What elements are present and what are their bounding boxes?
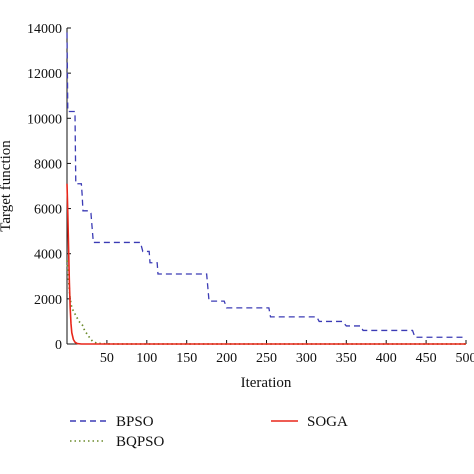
legend-label-bqpso: BQPSO <box>116 434 165 450</box>
y-tick-label: 6000 <box>34 203 62 218</box>
legend-item-soga: SOGA <box>271 414 348 430</box>
series-line-soga <box>66 183 466 345</box>
legend-item-bpso: BPSO <box>70 414 154 430</box>
legend: BPSO BQPSO SOGA <box>70 414 348 450</box>
y-tick-label: 4000 <box>34 248 62 263</box>
y-tick-label: 2000 <box>34 293 62 308</box>
x-tick-label: 350 <box>336 351 357 366</box>
x-tick-label: 50 <box>100 351 114 366</box>
plot-area: 0 2000 4000 6000 8000 10000 12000 14000 50 100 15… <box>27 22 474 366</box>
x-tick-label: 300 <box>296 351 317 366</box>
y-axis-ticks: 0 2000 4000 6000 8000 10000 12000 14000 <box>27 22 71 353</box>
legend-label-bpso: BPSO <box>116 414 154 430</box>
x-tick-label: 450 <box>416 351 437 366</box>
series-line-bpso <box>66 32 466 338</box>
x-tick-label: 100 <box>136 351 157 366</box>
x-tick-label: 250 <box>256 351 277 366</box>
y-tick-label: 14000 <box>27 22 62 37</box>
y-tick-label: 0 <box>55 338 62 353</box>
x-tick-label: 200 <box>216 351 237 366</box>
series-lines <box>66 32 466 345</box>
y-tick-label: 12000 <box>27 67 62 82</box>
x-tick-label: 500 <box>456 351 474 366</box>
x-axis-ticks: 50 100 150 200 250 300 350 400 450 500 <box>100 340 474 366</box>
x-axis-title: Iteration <box>241 375 292 391</box>
x-tick-label: 400 <box>376 351 397 366</box>
y-tick-label: 8000 <box>34 157 62 172</box>
legend-label-soga: SOGA <box>307 414 348 430</box>
y-tick-label: 10000 <box>27 112 62 127</box>
x-tick-label: 150 <box>176 351 197 366</box>
y-axis-title: Target function <box>0 140 14 232</box>
series-line-bqpso <box>66 260 466 345</box>
legend-item-bqpso: BQPSO <box>70 434 165 450</box>
